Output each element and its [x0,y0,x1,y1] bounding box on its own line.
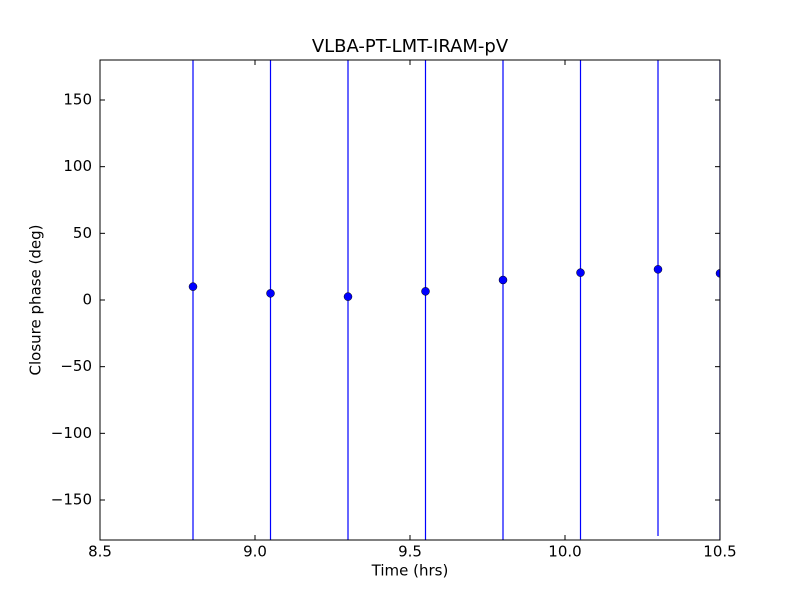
data-point [498,275,508,285]
y-axis-label: Closure phase (deg) [27,225,45,376]
y-tick-label: 50 [73,224,92,242]
data-point [421,287,430,296]
x-tick-label: 9.5 [398,543,422,561]
data-point [266,289,275,298]
y-tick-label: −100 [51,424,92,442]
x-tick-label: 10.0 [548,543,581,561]
data-point [653,265,663,274]
x-axis-label: Time (hrs) [371,562,449,580]
x-tick-label: 10.5 [703,543,736,561]
y-tick-label: −50 [60,357,92,375]
x-tick-label: 8.5 [88,543,112,561]
data-point [576,268,585,277]
data-point [188,282,198,291]
data-point [715,269,720,278]
plot-area [188,60,720,540]
chart-title: VLBA-PT-LMT-IRAM-pV [312,36,509,57]
y-tick-label: 100 [63,157,92,175]
y-tick-label: 150 [63,91,92,109]
y-tick-label: 0 [82,291,92,309]
x-tick-label: 9.0 [243,543,267,561]
y-tick-label: −150 [51,491,92,509]
data-point [343,292,353,301]
